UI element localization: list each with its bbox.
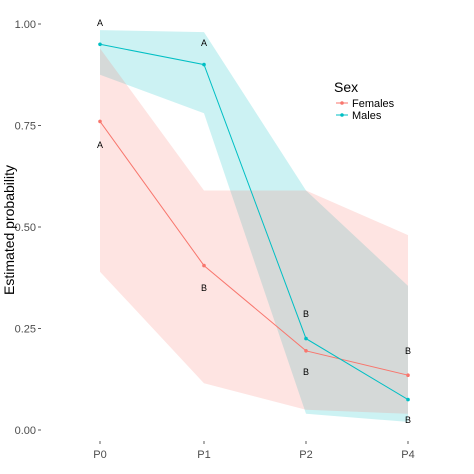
point-females-p2 [304,349,308,353]
band-females [100,48,408,414]
point-females-p4 [406,373,410,378]
point-males-p0 [98,42,102,47]
point-males-p4 [406,397,410,402]
y-tick-label: 0.50 [15,222,36,234]
legend-key-point-females [340,101,344,105]
letter-females-p1: B [201,283,207,293]
x-tick-label-p1: P1 [197,449,210,461]
x-tick-label-p0: P0 [93,449,106,461]
x-tick-label-p2: P2 [299,449,312,461]
significance-letters: A B B B A A B B [97,18,411,425]
letter-males-p2: B [303,309,309,319]
letter-males-p4: B [405,415,411,425]
legend-title: Sex [334,79,358,95]
letter-males-p0: A [97,18,103,28]
y-tick-label: 0.25 [15,324,36,336]
point-males-p1 [202,62,206,67]
letter-females-p2: B [303,367,309,377]
y-axis: 0.00 0.25 0.50 0.75 1.00 [15,19,41,437]
y-tick-label: 0.00 [15,425,36,437]
y-tick-label: 0.75 [15,121,36,133]
y-axis-title: Estimated probability [1,165,17,295]
x-axis: P0 P1 P2 P4 [93,441,415,461]
legend-key-point-males [340,113,344,117]
point-females-p0 [98,119,102,124]
series-lines [99,43,409,401]
point-males-p2 [304,336,308,341]
legend-label-females: Females [352,98,395,110]
line-males [99,43,409,401]
letter-females-p4: B [405,346,411,356]
letter-females-p0: A [97,140,103,150]
letter-males-p1: A [201,38,207,48]
x-tick-label-p4: P4 [401,449,414,461]
band-males [100,30,408,422]
y-tick-label: 1.00 [15,19,36,31]
legend-label-males: Males [352,110,382,122]
line-females [99,121,409,376]
confidence-bands [100,30,408,422]
point-females-p1 [202,263,206,268]
series-points [98,42,410,402]
